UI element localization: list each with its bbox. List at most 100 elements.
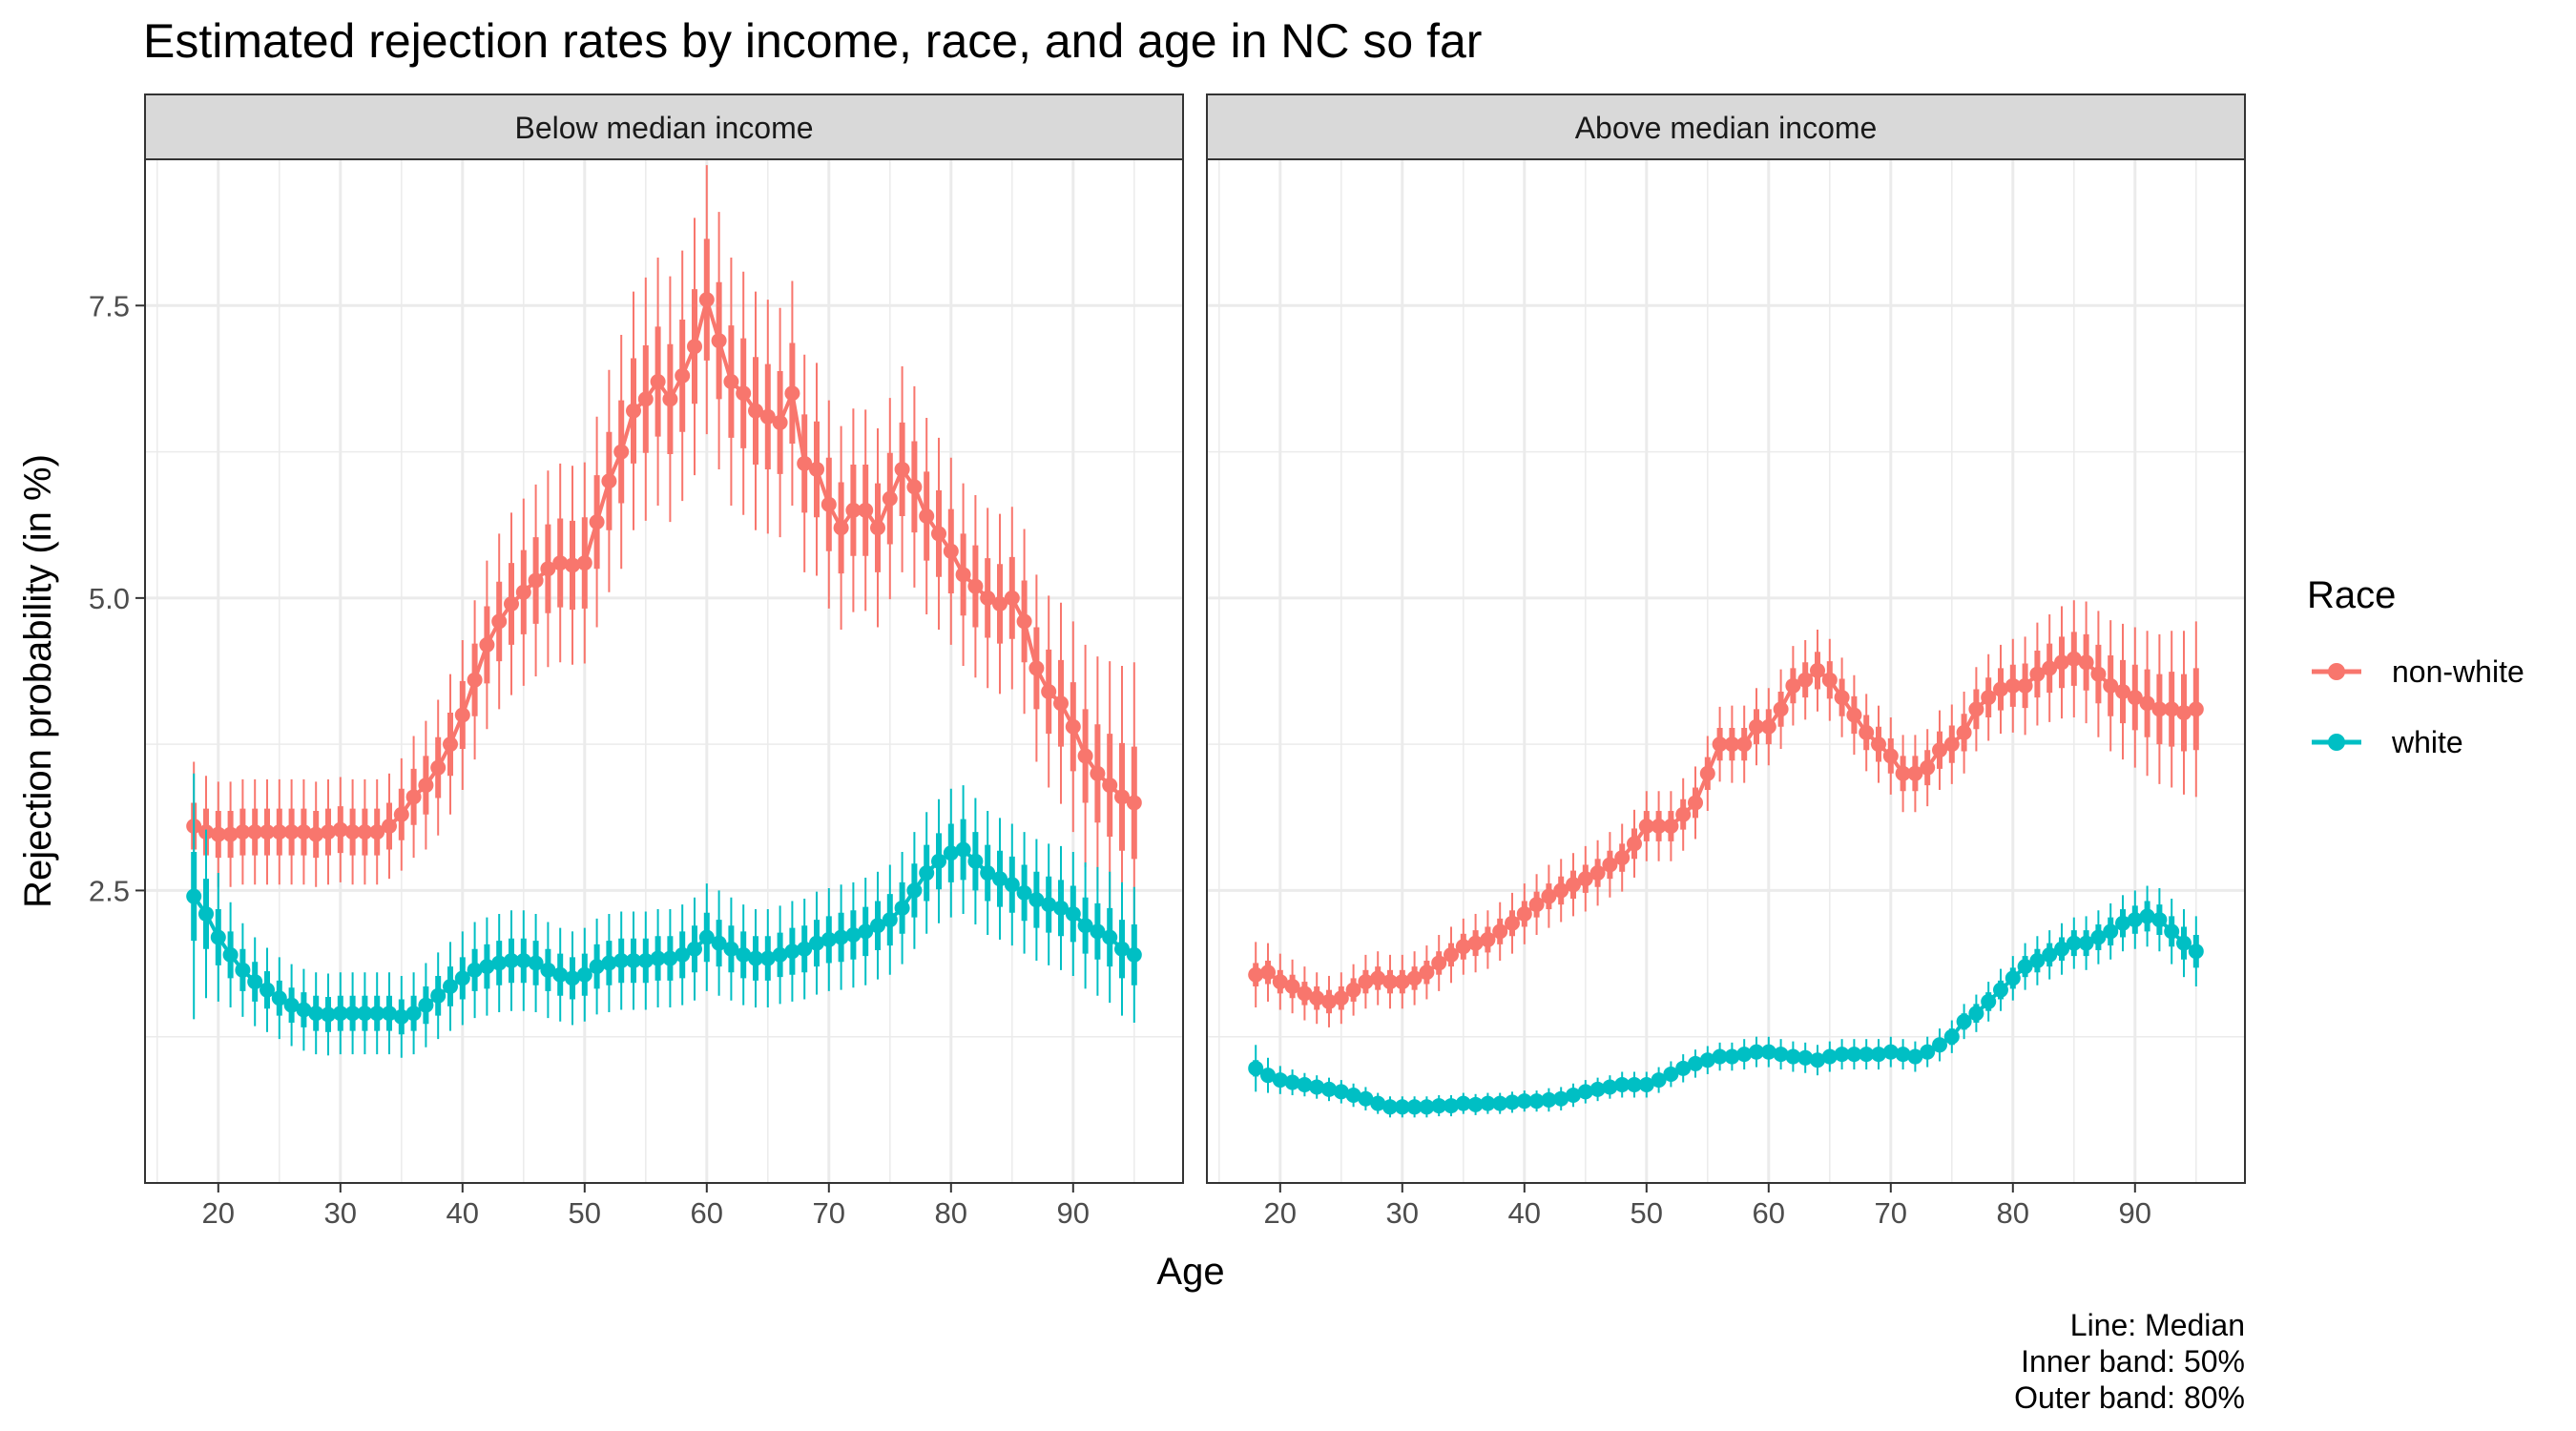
median-point <box>1859 724 1875 740</box>
median-point <box>626 953 641 969</box>
median-point <box>528 955 544 971</box>
median-point <box>1968 1006 1984 1022</box>
median-point <box>650 373 666 389</box>
median-point <box>1431 955 1447 971</box>
median-point <box>283 824 300 840</box>
median-point <box>1284 978 1300 994</box>
median-point <box>1602 1079 1618 1095</box>
median-point <box>1553 1090 1569 1107</box>
median-point <box>797 941 813 957</box>
median-point <box>906 882 923 899</box>
caption-line: Outer band: 80% <box>2014 1380 2245 1415</box>
median-point <box>1871 1047 1886 1063</box>
median-point <box>1345 1088 1361 1104</box>
median-point <box>2115 683 2130 699</box>
median-point <box>1943 736 1960 753</box>
median-point <box>2188 701 2204 717</box>
median-point <box>540 962 556 978</box>
median-point <box>1688 795 1703 811</box>
median-point <box>332 1006 348 1022</box>
median-point <box>382 818 397 834</box>
median-point <box>1505 1094 1520 1110</box>
series-non-white <box>1248 600 2204 1027</box>
median-point <box>443 978 458 994</box>
median-point <box>821 496 837 512</box>
median-point <box>1333 990 1349 1006</box>
median-point <box>870 918 885 934</box>
median-point <box>235 962 251 978</box>
median-point <box>1444 946 1459 963</box>
x-tick-label: 90 <box>1057 1196 1090 1230</box>
median-point <box>344 824 361 840</box>
median-point <box>1297 985 1313 1002</box>
median-point <box>369 1006 385 1022</box>
median-point <box>2017 959 2033 975</box>
median-point <box>1773 701 1789 717</box>
median-point <box>430 987 447 1004</box>
median-point <box>321 824 336 840</box>
median-point <box>2139 695 2155 712</box>
median-point <box>430 759 447 776</box>
chart-title: Estimated rejection rates by income, rac… <box>143 14 1482 68</box>
median-point <box>858 923 874 940</box>
median-point <box>1810 1052 1825 1068</box>
median-point <box>1370 1095 1386 1111</box>
median-point <box>2066 935 2082 951</box>
median-point <box>2054 941 2069 957</box>
median-point <box>675 367 691 384</box>
median-point <box>1077 918 1093 934</box>
median-point <box>1821 1048 1838 1065</box>
median-point <box>1810 662 1825 678</box>
median-point <box>1675 806 1692 822</box>
median-point <box>1345 982 1361 998</box>
median-point <box>393 1008 409 1025</box>
median-point <box>210 929 226 945</box>
median-point <box>1699 765 1715 781</box>
median-point <box>1382 974 1398 990</box>
median-point <box>1993 681 2008 697</box>
median-point <box>1785 677 1801 694</box>
median-point <box>1712 1048 1728 1065</box>
median-point <box>1284 1074 1300 1090</box>
median-point <box>613 953 630 969</box>
caption-line: Line: Median <box>2070 1308 2245 1342</box>
median-point <box>1492 923 1508 940</box>
median-point <box>2090 929 2107 945</box>
median-point <box>296 824 312 840</box>
median-point <box>919 508 935 525</box>
median-point <box>1882 748 1899 764</box>
x-tick-label: 40 <box>447 1196 479 1230</box>
median-point <box>845 927 862 944</box>
median-point <box>1077 748 1093 764</box>
median-point <box>198 905 214 922</box>
median-point <box>1382 1099 1398 1115</box>
major-gridlines <box>1207 159 2245 1183</box>
legend-label: white <box>2391 725 2463 759</box>
median-point <box>1041 897 1057 913</box>
median-point <box>222 946 239 963</box>
median-point <box>894 461 910 477</box>
median-point <box>1932 742 1947 758</box>
median-point <box>736 946 752 963</box>
median-point <box>1699 1052 1715 1068</box>
median-point <box>1932 1037 1947 1053</box>
median-point <box>1956 724 1972 740</box>
median-point <box>1589 865 1606 881</box>
median-point <box>711 333 727 349</box>
median-point <box>992 871 1008 887</box>
median-point <box>601 473 617 489</box>
median-point <box>283 997 300 1013</box>
median-point <box>2066 651 2082 667</box>
median-point <box>637 953 654 969</box>
median-point <box>576 555 592 571</box>
median-point <box>1797 1049 1814 1066</box>
median-point <box>698 292 715 308</box>
legend-entry-white: white <box>2312 725 2463 759</box>
median-point <box>405 1006 422 1022</box>
median-point <box>1846 1047 1862 1063</box>
median-point <box>1444 1098 1459 1114</box>
median-point <box>784 385 800 402</box>
median-point <box>2164 701 2180 717</box>
median-point <box>1943 1028 1960 1045</box>
